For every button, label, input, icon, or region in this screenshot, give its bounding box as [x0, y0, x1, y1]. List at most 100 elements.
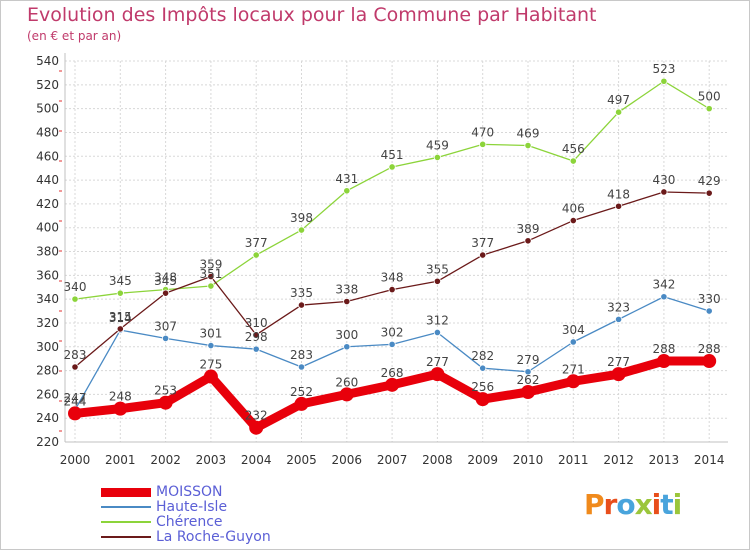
x-tick-label: 2013	[649, 453, 680, 467]
data-point	[339, 387, 354, 402]
data-label: 398	[290, 211, 313, 225]
y-tick-label: 460	[36, 149, 59, 163]
data-point	[385, 377, 400, 392]
x-tick-label: 2010	[513, 453, 544, 467]
data-label: 260	[335, 375, 358, 389]
data-label: 348	[154, 271, 177, 285]
data-point	[249, 420, 264, 435]
data-label: 429	[698, 174, 721, 188]
data-point	[71, 295, 79, 303]
data-point	[207, 282, 215, 290]
data-label: 248	[109, 390, 132, 404]
data-point	[705, 105, 713, 113]
data-point	[433, 277, 441, 285]
x-tick-label: 2012	[603, 453, 634, 467]
x-tick-label: 2011	[558, 453, 589, 467]
data-point	[158, 395, 173, 410]
data-label: 253	[154, 384, 177, 398]
y-tick-label: 540	[36, 54, 59, 68]
data-point	[479, 364, 487, 372]
data-point	[207, 341, 215, 350]
y-tick-label: 300	[36, 340, 59, 354]
x-tick-label: 2007	[377, 453, 408, 467]
data-point	[660, 188, 668, 196]
data-point	[524, 141, 532, 150]
x-tick-label: 2009	[467, 453, 498, 467]
data-point	[68, 406, 82, 421]
data-point	[660, 77, 668, 85]
data-point	[660, 293, 668, 301]
data-label: 262	[517, 373, 540, 387]
data-label: 418	[607, 187, 630, 201]
data-label: 301	[199, 327, 222, 341]
data-point	[433, 328, 441, 337]
data-label: 271	[562, 362, 585, 376]
data-label: 523	[652, 62, 675, 76]
legend-swatch	[101, 506, 151, 508]
data-label: 247	[64, 391, 87, 405]
y-tick-label: 520	[36, 78, 59, 92]
x-tick-label: 2003	[196, 453, 227, 467]
data-point	[521, 384, 535, 399]
data-point	[388, 163, 396, 171]
data-label: 345	[109, 274, 132, 288]
data-label: 355	[426, 262, 449, 276]
data-point	[705, 189, 713, 197]
data-label: 406	[562, 202, 585, 216]
data-point	[569, 157, 577, 165]
data-point	[479, 251, 487, 259]
data-label: 338	[335, 283, 358, 297]
data-label: 348	[381, 271, 404, 285]
logo-letter: r	[603, 488, 618, 521]
data-label: 456	[562, 142, 585, 156]
data-point	[388, 285, 396, 294]
data-label: 314	[109, 311, 132, 325]
data-point	[162, 334, 170, 343]
data-label: 283	[290, 348, 313, 362]
y-tick-label: 360	[36, 268, 59, 282]
data-point	[113, 401, 128, 416]
data-point	[614, 108, 623, 116]
data-label: 342	[652, 278, 675, 292]
data-point	[705, 307, 713, 315]
data-label: 351	[199, 267, 222, 281]
y-tick-label: 480	[36, 125, 59, 139]
data-point	[475, 392, 490, 407]
x-tick-label: 2014	[694, 453, 725, 467]
data-point	[614, 315, 623, 323]
data-label: 244	[64, 394, 87, 408]
data-point	[524, 368, 532, 376]
data-point	[343, 297, 351, 306]
data-point	[203, 369, 218, 384]
data-label: 277	[607, 355, 630, 369]
data-point	[611, 367, 626, 382]
data-point	[252, 251, 260, 259]
y-tick-label: 260	[36, 387, 59, 401]
logo-letter: x	[634, 488, 653, 521]
data-label: 307	[154, 319, 177, 333]
data-point	[479, 140, 487, 148]
logo-letter: P	[584, 488, 605, 521]
x-tick-label: 2006	[332, 453, 363, 467]
data-point	[252, 345, 260, 353]
data-point	[656, 354, 671, 369]
legend-swatch	[101, 488, 151, 497]
data-point	[343, 343, 351, 351]
data-label: 302	[381, 325, 404, 339]
data-point	[702, 354, 717, 369]
y-tick-label: 280	[36, 364, 59, 378]
data-point	[252, 331, 260, 339]
y-tick-label: 380	[36, 245, 59, 259]
proxiti-logo[interactable]: Proxiti	[584, 488, 682, 521]
data-point	[162, 289, 170, 297]
data-point	[297, 226, 306, 234]
data-point	[524, 237, 532, 245]
data-point	[71, 363, 79, 371]
y-tick-label: 500	[36, 102, 59, 116]
data-label: 283	[64, 348, 87, 362]
data-label: 469	[517, 127, 540, 141]
data-label: 377	[245, 236, 268, 250]
data-label: 288	[652, 342, 675, 356]
data-label: 323	[607, 300, 630, 314]
